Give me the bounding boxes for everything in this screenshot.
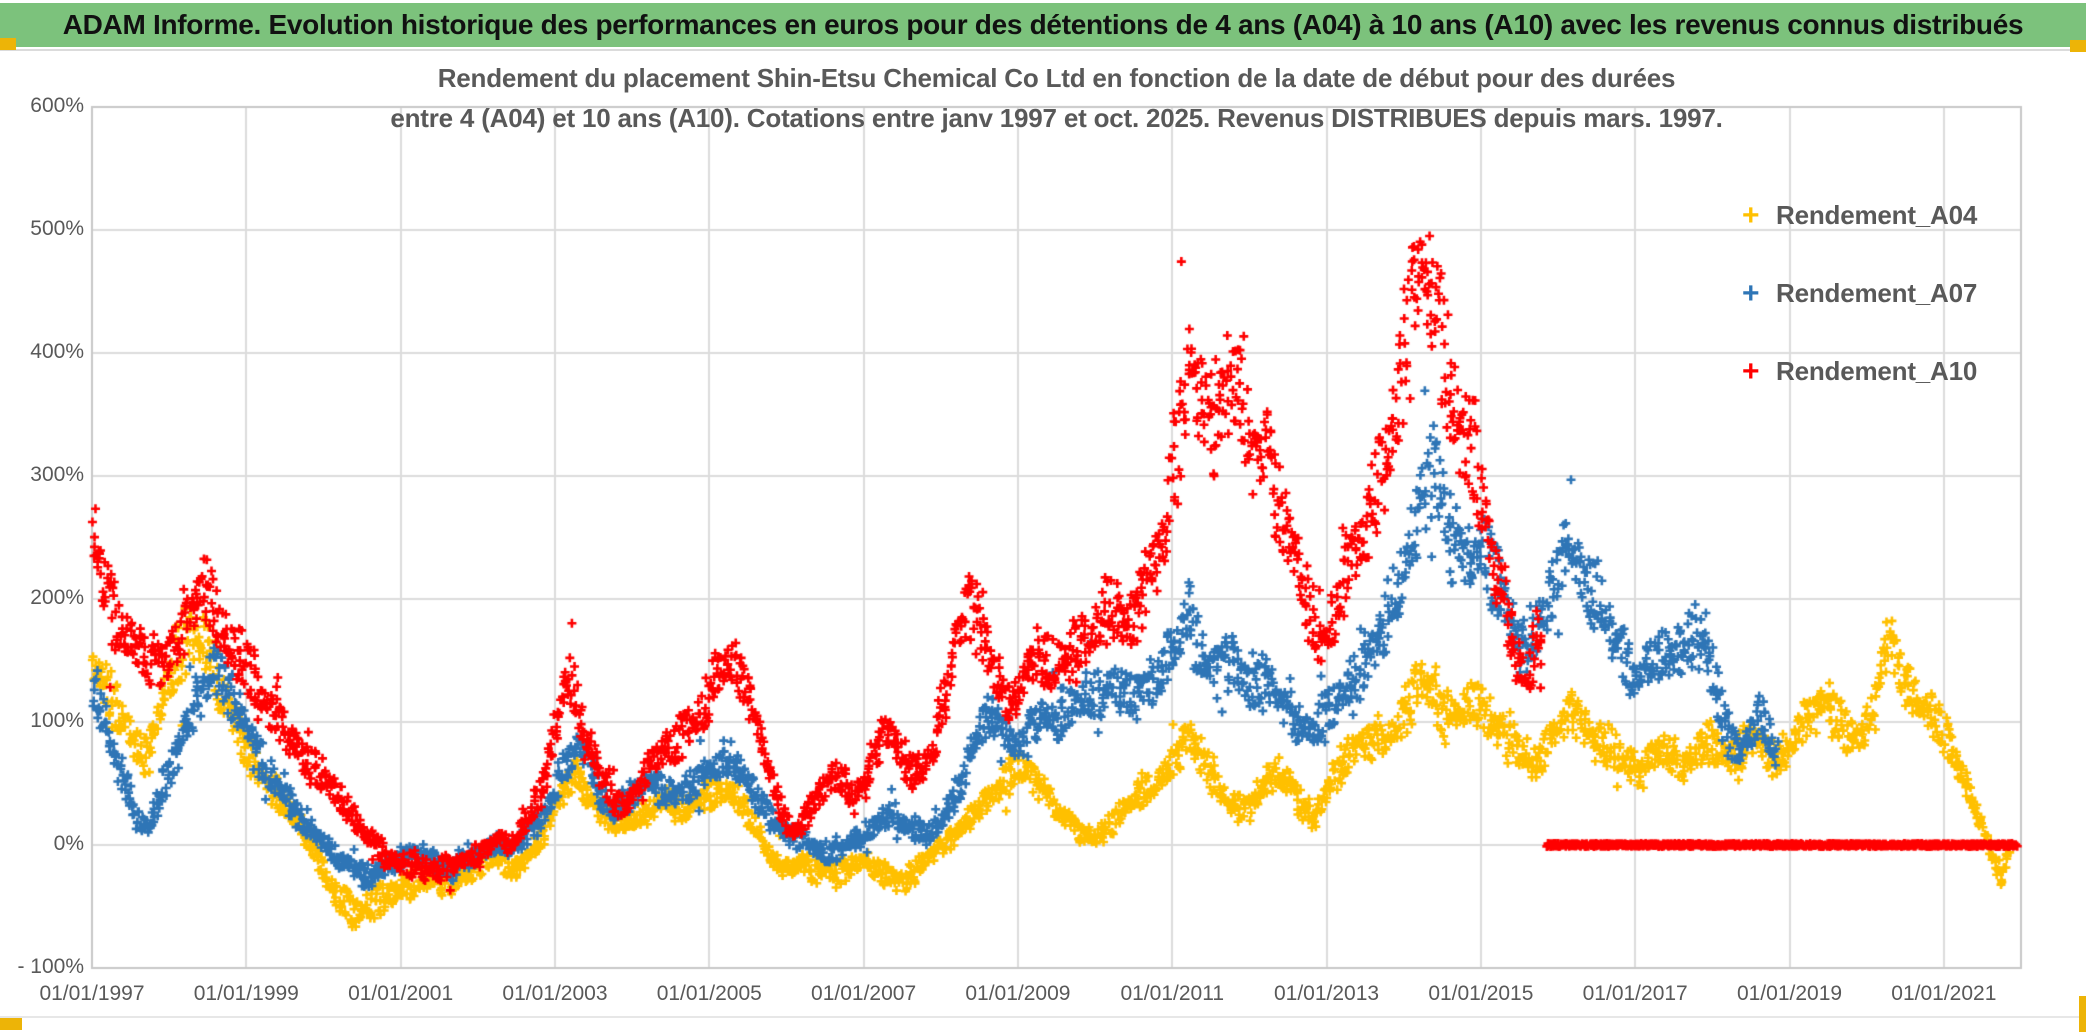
selection-handle-header-right xyxy=(2070,40,2086,52)
legend-label: Rendement_A04 xyxy=(1776,200,1978,230)
sheet-header-title: ADAM Informe. Evolution historique des p… xyxy=(62,9,2024,40)
y-tick-label: 100% xyxy=(30,709,84,732)
x-tick-label: 01/01/2009 xyxy=(965,982,1071,1005)
y-tick-label: 400% xyxy=(30,340,84,363)
legend-item-rendement_a10[interactable]: + Rendement_A10 xyxy=(1742,356,1977,387)
legend-item-rendement_a04[interactable]: + Rendement_A04 xyxy=(1742,200,1977,231)
chart-title-line1: Rendement du placement Shin-Etsu Chemica… xyxy=(437,63,1676,93)
plus-marker-icon: + xyxy=(1742,198,1760,232)
legend-label: Rendement_A10 xyxy=(1776,356,1978,386)
y-tick-label: 0% xyxy=(53,832,84,855)
x-tick-label: 01/01/2019 xyxy=(1736,982,1843,1005)
x-tick-label: 01/01/2005 xyxy=(656,982,762,1005)
x-tick-label: 01/01/2007 xyxy=(811,982,917,1005)
y-tick-label: 200% xyxy=(30,586,84,609)
x-tick-label: 01/01/1999 xyxy=(193,982,299,1005)
x-tick-label: 01/01/2017 xyxy=(1582,982,1688,1005)
plus-marker-icon: + xyxy=(1742,354,1760,388)
x-tick-label: 01/01/2021 xyxy=(1891,982,1997,1005)
y-tick-label: 600% xyxy=(30,94,84,117)
sheet-header-banner: ADAM Informe. Evolution historique des p… xyxy=(0,3,2086,47)
legend-item-rendement_a07[interactable]: + Rendement_A07 xyxy=(1742,278,1977,309)
legend-label: Rendement_A07 xyxy=(1776,278,1978,308)
selection-handle-bottom-right xyxy=(2079,996,2086,1032)
bottom-divider xyxy=(0,1016,2086,1018)
y-tick-label: 500% xyxy=(30,217,84,240)
x-tick-label: 01/01/2013 xyxy=(1273,982,1380,1005)
plus-marker-icon: + xyxy=(1742,276,1760,310)
chart-title-line2: entre 4 (A04) et 10 ans (A10). Cotations… xyxy=(390,103,1723,133)
x-tick-label: 01/01/2011 xyxy=(1120,982,1224,1005)
y-tick-label: - 100% xyxy=(17,955,84,978)
x-tick-label: 01/01/2003 xyxy=(502,982,608,1005)
x-tick-label: 01/01/2001 xyxy=(348,982,454,1005)
chart-legend: + Rendement_A04 + Rendement_A07 + Rendement_A… xyxy=(1742,200,1977,434)
header-divider xyxy=(0,49,2086,51)
x-tick-label: 01/01/2015 xyxy=(1428,982,1534,1005)
x-tick-label: 01/01/1997 xyxy=(39,982,145,1005)
y-tick-label: 300% xyxy=(30,463,84,486)
selection-handle-header-left xyxy=(0,38,16,50)
selection-handle-bottom-left xyxy=(0,1018,22,1030)
chart-title: Rendement du placement Shin-Etsu Chemica… xyxy=(92,58,2021,138)
